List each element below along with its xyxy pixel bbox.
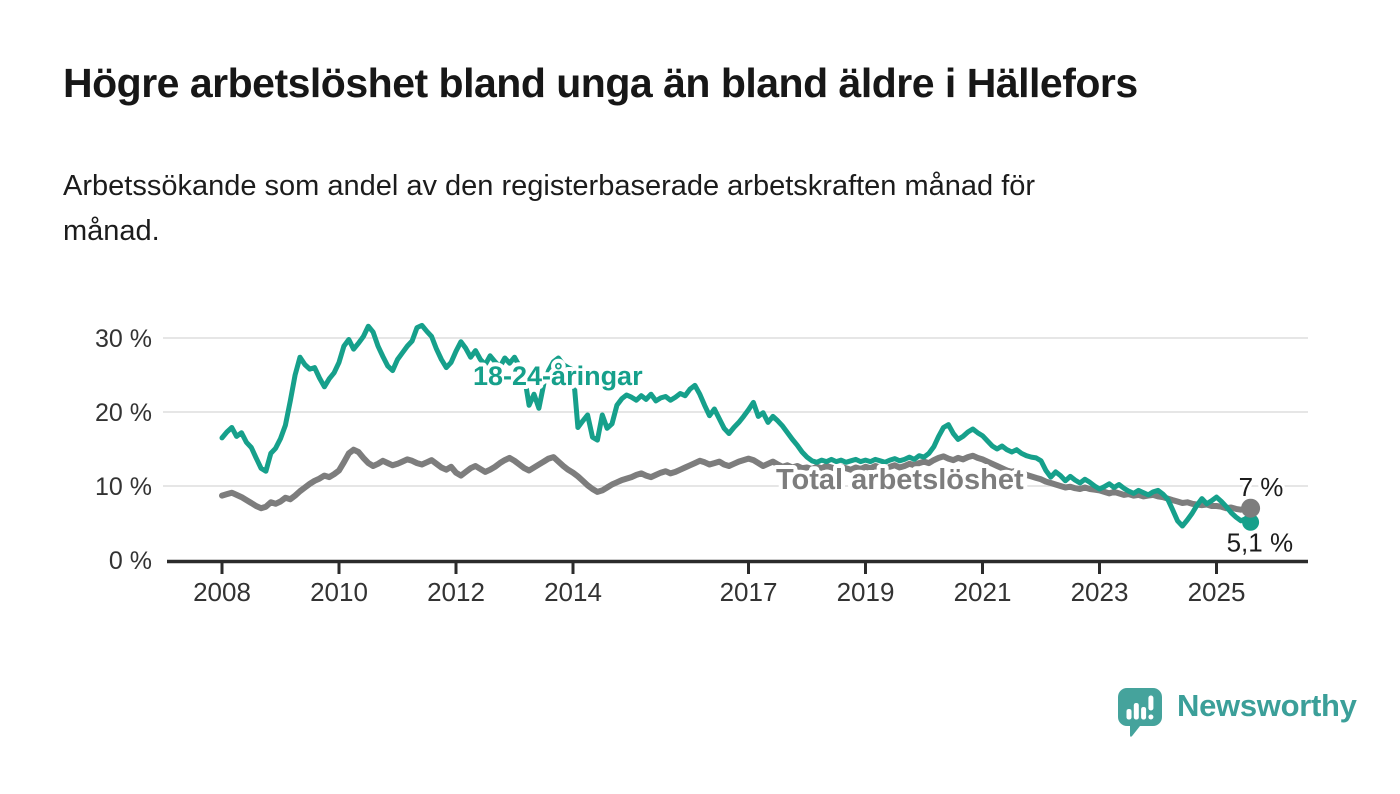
x-tick-label: 2012 <box>427 577 485 607</box>
end-dot-young <box>1242 513 1260 531</box>
newsworthy-logo-icon <box>1118 688 1162 737</box>
brand-footer: Newsworthy <box>1115 686 1357 738</box>
y-tick-label: 20 % <box>95 399 152 427</box>
x-tick-label: 2014 <box>544 577 602 607</box>
end-value-label-young: 5,1 % <box>1227 527 1294 557</box>
series-line-total <box>219 446 1254 513</box>
x-tick-label: 2025 <box>1188 577 1246 607</box>
chart-title: Högre arbetslöshet bland unga än bland ä… <box>63 60 1138 106</box>
chart-subtitle-line1: Arbetssökande som andel av den registerb… <box>63 170 1036 202</box>
y-tick-label: 30 % <box>95 325 152 353</box>
x-tick-label: 2010 <box>310 577 368 607</box>
brand-name: Newsworthy <box>1177 688 1357 723</box>
y-tick-label: 0 % <box>109 547 152 575</box>
x-tick-label: 2019 <box>837 577 895 607</box>
x-tick-label: 2021 <box>954 577 1012 607</box>
x-tick-label: 2008 <box>193 577 251 607</box>
chart-subtitle: Arbetssökande som andel av den registerb… <box>63 164 1035 254</box>
series-line-young <box>219 322 1254 529</box>
series-label-young: 18-24-åringar <box>473 361 643 391</box>
end-dot-total <box>1241 498 1261 518</box>
y-tick-label: 10 % <box>95 473 152 501</box>
series-label-total: Total arbetslöshet <box>776 464 1024 496</box>
x-tick-label: 2023 <box>1071 577 1129 607</box>
x-tick-label: 2017 <box>720 577 778 607</box>
end-value-label-total: 7 % <box>1239 472 1284 502</box>
chart-subtitle-line2: månad. <box>63 214 160 247</box>
